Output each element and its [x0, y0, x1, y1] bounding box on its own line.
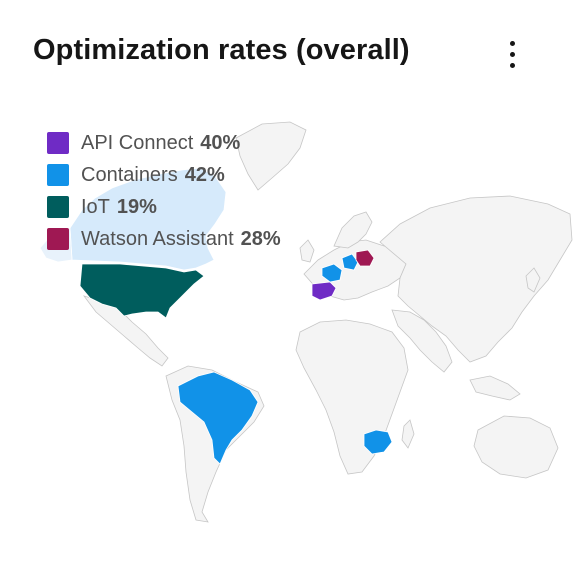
region-united-states [79, 263, 205, 319]
legend-value: 19% [116, 195, 157, 218]
legend-swatch [47, 228, 69, 250]
legend-swatch [47, 132, 69, 154]
legend-item-watson-assistant[interactable]: Watson Assistant 28% [47, 223, 281, 255]
region-uk [299, 239, 315, 263]
legend-item-api-connect[interactable]: API Connect 40% [47, 127, 281, 159]
legend-swatch [47, 196, 69, 218]
legend-label: API Connect [81, 131, 194, 154]
region-greenland [235, 121, 307, 191]
region-brazil [177, 371, 259, 465]
region-south-asia [391, 309, 453, 373]
card-title: Optimization rates (overall) [33, 34, 410, 66]
highlighted-regions [79, 249, 393, 465]
legend-value: 40% [200, 131, 241, 154]
region-poland [355, 249, 375, 267]
region-scandinavia [333, 211, 373, 249]
legend-value: 42% [184, 163, 225, 186]
region-canada [69, 167, 227, 271]
overflow-menu-vertical-icon [509, 40, 515, 46]
region-africa [295, 319, 409, 475]
legend-item-iot[interactable]: IoT 19% [47, 191, 281, 223]
region-france [321, 263, 343, 283]
region-germany [341, 253, 359, 271]
legend-value: 28% [240, 227, 281, 250]
region-spain [311, 281, 337, 301]
region-asia [379, 195, 573, 363]
legend-label: Containers [81, 163, 178, 186]
legend-swatch [47, 164, 69, 186]
region-indonesia [469, 375, 521, 401]
legend-item-containers[interactable]: Containers 42% [47, 159, 281, 191]
region-south-africa [363, 429, 393, 455]
overflow-menu-button[interactable] [494, 34, 530, 74]
legend-label: IoT [81, 195, 110, 218]
region-australia [473, 415, 559, 479]
legend: API Connect 40% Containers 42% IoT 19% W… [47, 127, 281, 255]
region-japan [525, 267, 541, 293]
legend-label: Watson Assistant [81, 227, 234, 250]
region-madagascar [401, 419, 415, 449]
